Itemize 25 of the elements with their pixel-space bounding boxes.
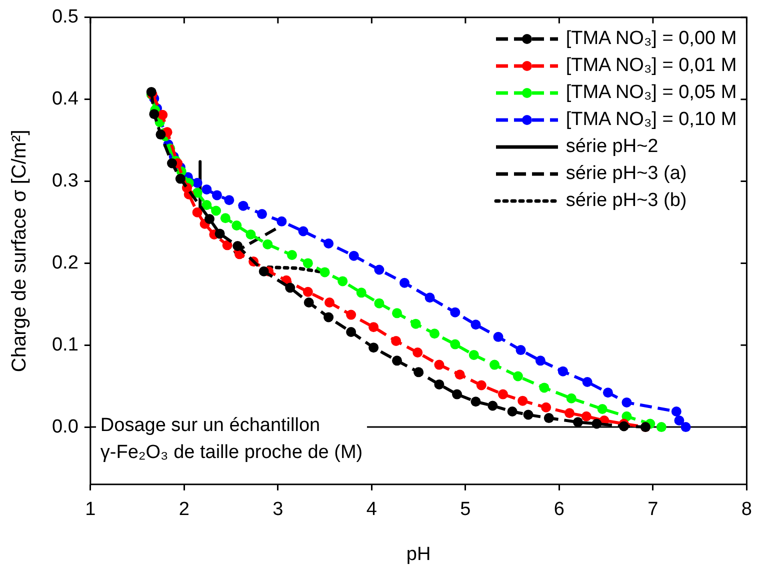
legend-label: [TMA NO₃] = 0,10 M [566, 108, 737, 132]
legend-label: série pH~3 (a) [566, 162, 687, 186]
y-tick-label: 0.1 [52, 334, 78, 356]
legend-label: série pH~2 [566, 135, 658, 160]
y-tick-label: 0.3 [52, 170, 78, 192]
legend-label: série pH~3 (b) [566, 189, 687, 214]
annotation: γ-Fe₂O₃ de taille proche de (M) [100, 441, 363, 466]
annotation: Dosage sur un échantillon [100, 414, 322, 438]
y-tick-label: 0.4 [52, 88, 79, 110]
x-tick-label: 2 [178, 499, 190, 520]
x-tick-label: 5 [460, 499, 471, 520]
x-tick-label: 4 [366, 499, 378, 520]
legend-label: [TMA NO₃] = 0,05 M [566, 81, 737, 106]
x-tick-label: 7 [648, 499, 658, 520]
y-tick-label: 0.5 [52, 6, 78, 28]
legend-label: [TMA NO₃] = 0,01 M [566, 54, 737, 78]
x-axis-title: pH [406, 544, 431, 565]
x-tick-label: 3 [272, 499, 284, 520]
x-tick-label: 8 [741, 499, 752, 520]
x-tick-label: 1 [85, 499, 96, 520]
legend-label: [TMA NO₃] = 0,00 M [566, 27, 737, 52]
y-tick-label: 0.0 [52, 416, 78, 438]
y-tick-label: 0.2 [52, 252, 78, 274]
x-tick-label: 6 [554, 499, 564, 520]
y-axis-title: Charge de surface σ [C/m²] [8, 130, 31, 372]
